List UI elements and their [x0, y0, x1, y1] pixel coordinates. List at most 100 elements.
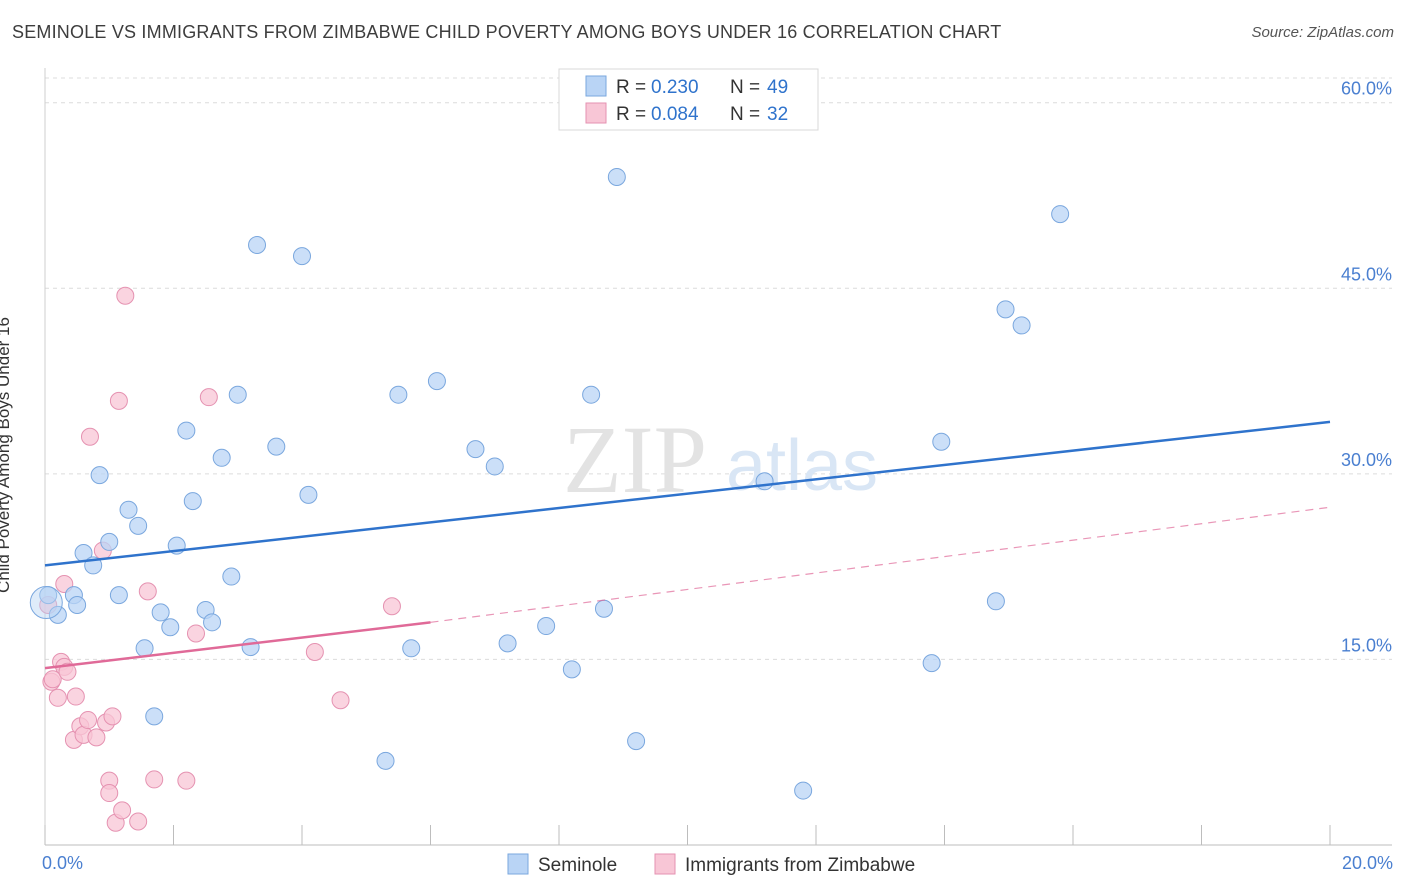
- zimbabwe-point: [80, 427, 99, 446]
- watermark-zip: ZIP: [563, 406, 707, 513]
- zimbabwe-point: [48, 688, 67, 707]
- zimbabwe-point: [43, 670, 62, 689]
- legend-r-label-1: R =: [616, 77, 646, 98]
- y-tick-labels: 15.0% 30.0% 45.0% 60.0%: [1341, 79, 1392, 656]
- seminole-point: [135, 639, 154, 658]
- zimbabwe-point: [129, 812, 148, 831]
- zimbabwe-point: [87, 728, 106, 747]
- seminole-point: [755, 472, 774, 491]
- y-tick-label: 15.0%: [1341, 635, 1392, 655]
- zimbabwe-point: [382, 597, 401, 616]
- zimbabwe-point: [100, 784, 119, 803]
- x-tick-labels: 0.0% 20.0%: [42, 853, 1393, 873]
- seminole-trend-line: [44, 420, 1331, 567]
- y-tick-label: 45.0%: [1341, 264, 1392, 284]
- seminole-point: [1051, 205, 1070, 224]
- seminole-point: [68, 596, 87, 615]
- seminole-point: [607, 167, 626, 186]
- legend-n-value-2: 32: [767, 104, 788, 125]
- zimbabwe-point: [103, 707, 122, 726]
- seminole-point: [151, 603, 170, 622]
- seminole-point: [402, 639, 421, 658]
- seminole-point: [932, 432, 951, 451]
- x-tick-label: 0.0%: [42, 853, 83, 873]
- legend-r-label-2: R =: [616, 104, 646, 125]
- legend-swatch-zimbabwe-bottom: [654, 853, 676, 875]
- zimbabwe-trend-line: [44, 621, 431, 670]
- axes: [44, 68, 1392, 846]
- legend-swatch-seminole-bottom: [507, 853, 529, 875]
- legend-r-value-2: 0.084: [651, 104, 699, 125]
- watermark-atlas: atlas: [726, 426, 878, 506]
- seminole-point: [48, 605, 67, 624]
- grid-lines: [45, 77, 1392, 660]
- source-label: Source: ZipAtlas.com: [1251, 24, 1394, 41]
- seminole-point: [90, 466, 109, 485]
- seminole-point: [1012, 316, 1031, 335]
- seminole-point: [109, 586, 128, 605]
- stats-legend: R = 0.230 N = 49 R = 0.084 N = 32: [558, 68, 819, 131]
- x-tick-label: 20.0%: [1342, 853, 1393, 873]
- seminole-point: [183, 492, 202, 511]
- seminole-point: [161, 618, 180, 637]
- seminole-point: [794, 781, 813, 800]
- zimbabwe-point: [113, 801, 132, 820]
- seminole-point: [241, 638, 260, 657]
- seminole-point: [212, 448, 231, 467]
- y-tick-label: 30.0%: [1341, 450, 1392, 470]
- legend-swatch-seminole: [585, 75, 607, 97]
- zimbabwe-point: [177, 771, 196, 790]
- zimbabwe-point: [66, 687, 85, 706]
- zimbabwe-point: [331, 691, 350, 710]
- trend-lines: [44, 420, 1331, 670]
- zimbabwe-point: [145, 770, 164, 789]
- seminole-point: [248, 236, 267, 255]
- y-tick-label: 60.0%: [1341, 79, 1392, 99]
- seminole-point: [562, 660, 581, 679]
- legend-n-label-1: N =: [730, 77, 760, 98]
- seminole-point: [293, 247, 311, 266]
- zimbabwe-point: [116, 286, 135, 305]
- legend-zimbabwe-label: Immigrants from Zimbabwe: [685, 855, 915, 876]
- zimbabwe-point: [138, 582, 157, 601]
- seminole-point: [996, 300, 1015, 319]
- zimbabwe-point: [199, 388, 218, 407]
- seminole-point: [100, 532, 119, 551]
- zimbabwe-point: [186, 624, 205, 643]
- seminole-point: [986, 592, 1005, 611]
- seminole-point: [498, 634, 517, 653]
- seminole-point: [145, 707, 164, 726]
- series-legend: Seminole Immigrants from Zimbabwe: [507, 853, 915, 876]
- seminole-point: [376, 751, 395, 770]
- zimbabwe-point: [79, 711, 98, 730]
- zimbabwe-trend-extension: [430, 506, 1331, 623]
- seminole-point: [299, 485, 318, 504]
- series-seminole-points: [29, 167, 1070, 800]
- seminole-point-large: [29, 586, 63, 620]
- legend-seminole-label: Seminole: [538, 855, 617, 876]
- legend-r-value-1: 0.230: [651, 77, 699, 98]
- zimbabwe-point: [58, 662, 77, 681]
- seminole-point: [129, 516, 148, 535]
- zimbabwe-point: [109, 391, 128, 410]
- seminole-point: [203, 613, 222, 632]
- seminole-point: [119, 500, 138, 519]
- seminole-point: [582, 385, 601, 404]
- seminole-point: [537, 617, 556, 636]
- seminole-point: [485, 457, 504, 476]
- zimbabwe-point: [305, 643, 324, 662]
- seminole-point: [228, 385, 247, 404]
- seminole-point: [222, 567, 241, 586]
- seminole-point: [466, 440, 485, 459]
- seminole-point: [594, 599, 613, 618]
- seminole-point: [267, 437, 286, 456]
- seminole-point: [177, 421, 196, 440]
- legend-n-label-2: N =: [730, 104, 760, 125]
- seminole-point: [427, 372, 446, 391]
- legend-swatch-zimbabwe: [585, 102, 607, 124]
- seminole-point: [389, 385, 408, 404]
- legend-n-value-1: 49: [767, 77, 788, 98]
- seminole-point: [922, 654, 941, 673]
- seminole-point: [627, 732, 646, 751]
